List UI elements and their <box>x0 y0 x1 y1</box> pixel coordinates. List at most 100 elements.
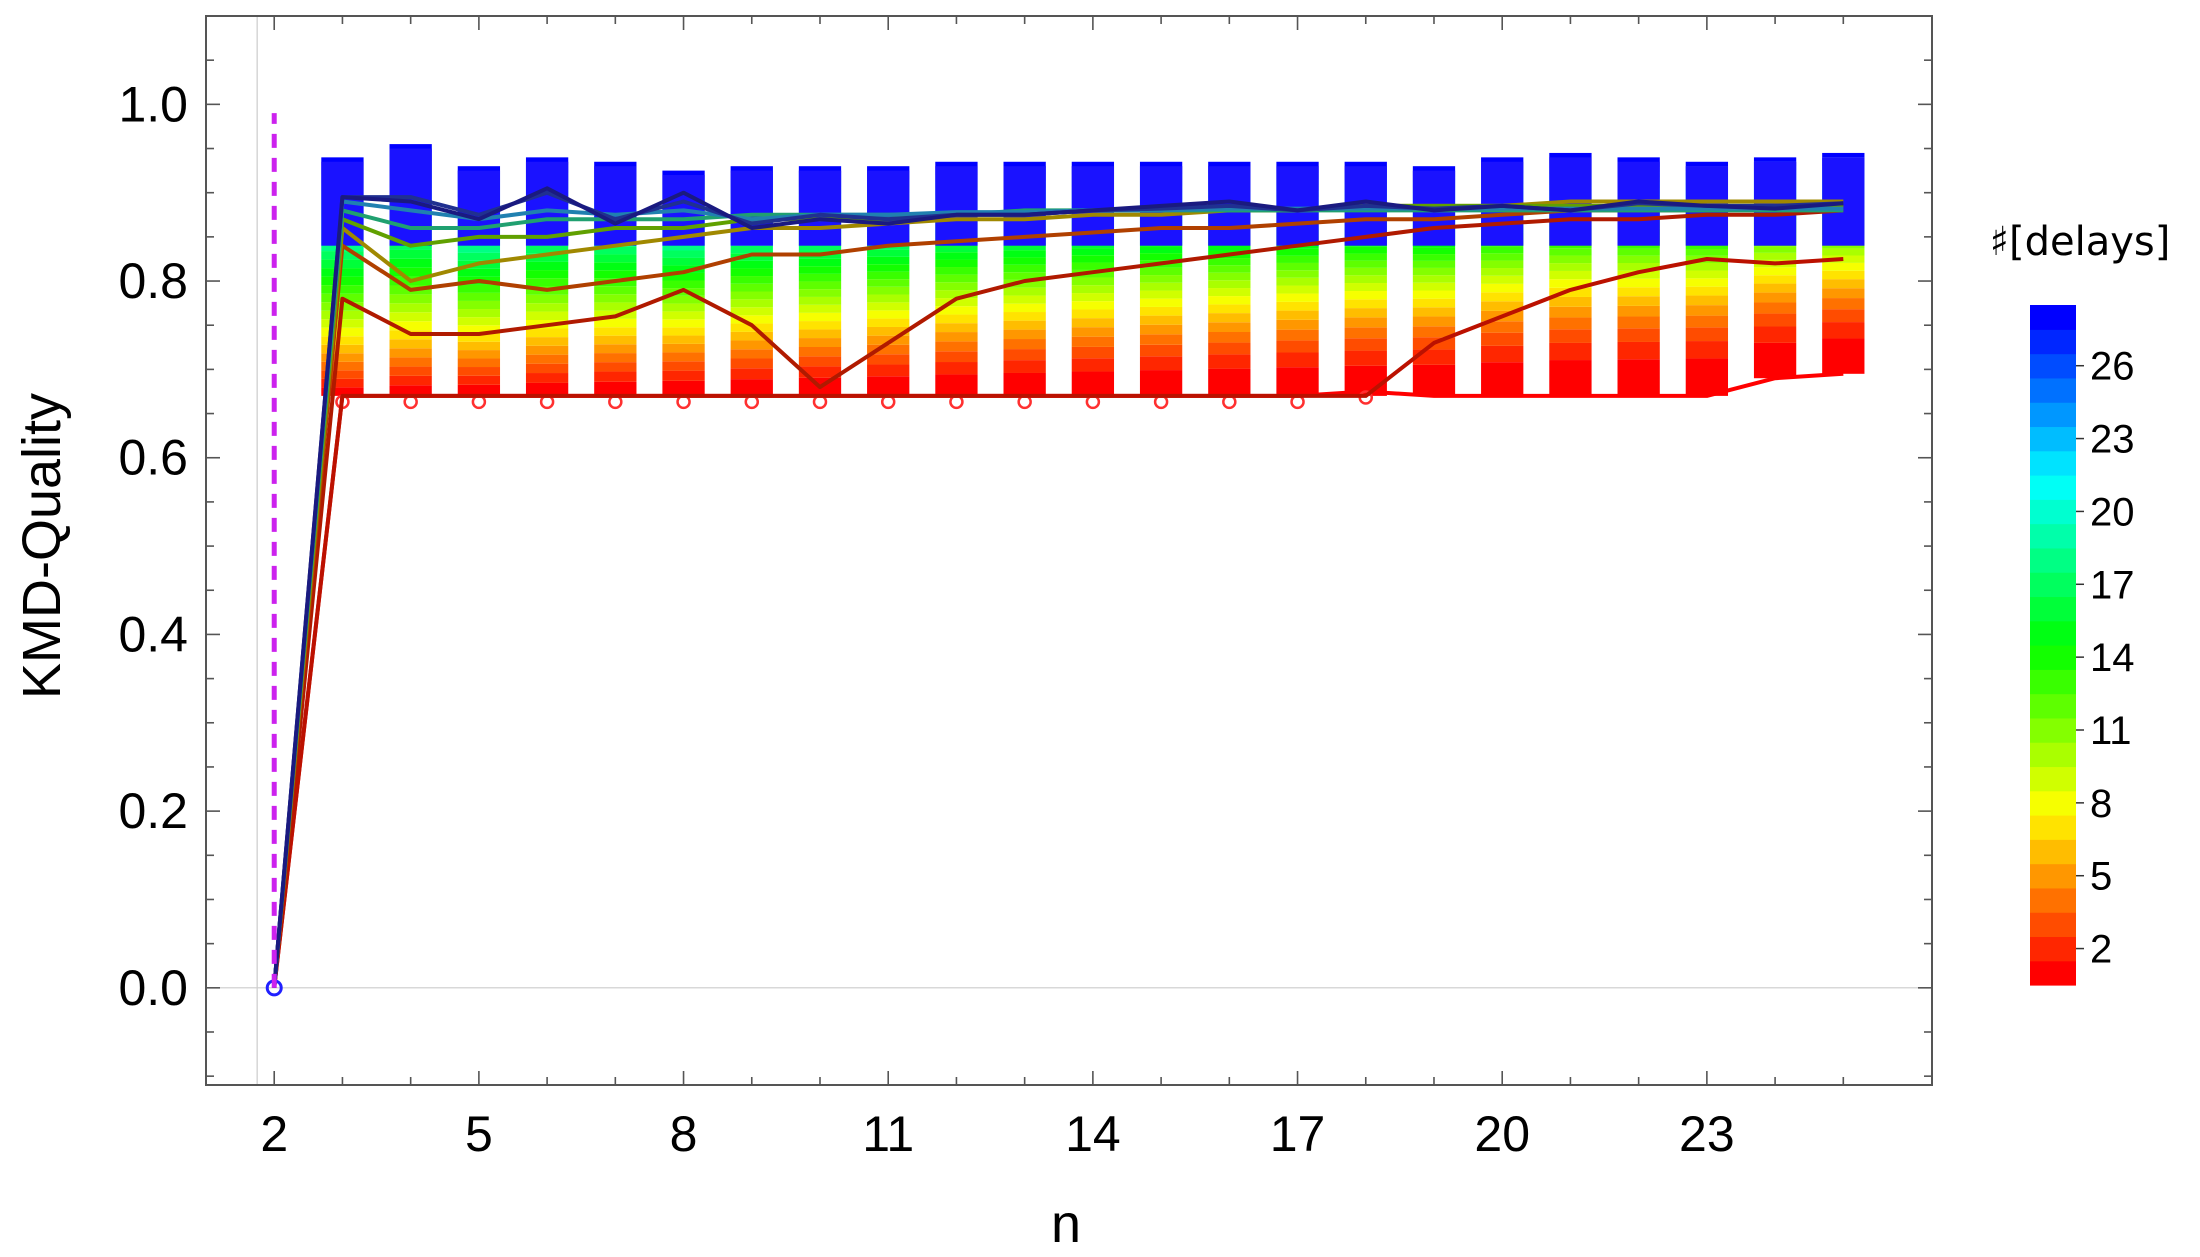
quality-bar-band <box>1003 279 1046 288</box>
quality-bar-band <box>867 354 910 365</box>
y-axis-label: KMD-Quality <box>12 393 72 699</box>
quality-bar-band <box>1276 367 1319 396</box>
quality-bar-band <box>389 357 432 367</box>
x-tick-label: 11 <box>862 1106 914 1162</box>
quality-bar-band <box>1412 254 1456 261</box>
series-line-delays-28 <box>272 186 1844 988</box>
legend-swatch <box>2030 936 2076 962</box>
series-line-delays-1 <box>272 371 1844 989</box>
quality-bar-band <box>1276 277 1319 286</box>
quality-bar-band <box>1071 262 1115 270</box>
quality-bar-band <box>1617 255 1660 264</box>
quality-bar-band <box>1003 295 1046 304</box>
quality-bar-n23 <box>1685 161 1729 396</box>
quality-bar-band <box>1276 161 1319 168</box>
quality-bar-band <box>1753 292 1797 303</box>
quality-bar-band <box>662 370 705 381</box>
quality-bar-band <box>389 375 432 386</box>
quality-bar-band <box>935 306 978 315</box>
quality-bar-n11 <box>867 166 910 396</box>
quality-bar-band <box>1003 349 1046 361</box>
quality-bar-top <box>867 170 910 246</box>
series-line-delays-8 <box>272 199 1844 988</box>
series-line-delays-20 <box>272 199 1844 988</box>
quality-bar-band <box>1753 326 1797 343</box>
quality-bar-band <box>457 317 501 326</box>
quality-bar-band <box>1412 316 1456 327</box>
quality-bar-band <box>389 303 432 313</box>
quality-bar-n10 <box>798 166 842 396</box>
quality-bar-band <box>457 309 501 318</box>
quality-bar-band <box>1549 263 1592 271</box>
quality-bar-band <box>662 319 705 328</box>
quality-bar-band <box>1276 285 1319 294</box>
quality-bar-band <box>321 336 364 345</box>
quality-bar-band <box>1685 270 1729 279</box>
legend-swatch <box>2030 475 2076 500</box>
legend-tick-label: 2 <box>2090 928 2112 972</box>
quality-bar-n12 <box>935 161 978 396</box>
quality-bar-band <box>1685 305 1729 316</box>
quality-bar-band <box>457 358 501 368</box>
quality-bar-band <box>1344 299 1387 309</box>
quality-bar-band <box>1071 358 1115 372</box>
series-line-delays-3 <box>272 208 1844 988</box>
legend-swatch <box>2030 887 2076 913</box>
quality-bar-band <box>457 300 501 310</box>
legend-swatch <box>2030 547 2076 573</box>
quality-bar-band <box>1139 356 1183 371</box>
quality-bar-n20 <box>1481 157 1524 396</box>
quality-bar-band <box>867 256 910 265</box>
quality-bar-band <box>935 314 978 324</box>
quality-bar-band <box>1344 317 1387 328</box>
quality-bar-band <box>321 387 364 396</box>
quality-bar-band <box>798 244 842 252</box>
legend-swatch <box>2030 839 2076 865</box>
quality-bar-band <box>798 281 842 290</box>
quality-bar-band <box>1139 324 1183 335</box>
x-tick-label: 20 <box>1474 1106 1530 1162</box>
quality-bar-band <box>321 157 364 166</box>
quality-bar-band <box>662 265 705 273</box>
color-legend: 2 5 8 11 14 17 20 23 26 <box>2030 305 2135 986</box>
quality-bar-band <box>1753 252 1797 260</box>
quality-bar-band <box>867 318 910 327</box>
quality-bar-band <box>935 290 978 299</box>
quality-bar-band <box>457 341 501 351</box>
quality-bar-band <box>1139 246 1183 254</box>
quality-bar-band <box>662 343 705 353</box>
quality-bar-band <box>1685 327 1729 342</box>
quality-bar-band <box>1276 270 1319 278</box>
quality-bar-band <box>457 375 501 385</box>
quality-bar-band <box>730 379 773 396</box>
quality-bar-band <box>1003 360 1046 373</box>
quality-bar-band <box>1344 350 1387 366</box>
quality-bar-band <box>525 270 569 279</box>
quality-bar-band <box>321 268 364 277</box>
quality-bar-band <box>457 325 501 334</box>
plot-frame <box>205 15 1933 1086</box>
quality-bar-band <box>1412 326 1456 338</box>
quality-bar-band <box>1071 327 1115 337</box>
quality-bar-band <box>1071 336 1115 347</box>
quality-bar-band <box>1549 270 1592 280</box>
quality-bar-band <box>798 321 842 330</box>
quality-bar-band <box>525 253 569 262</box>
quality-bar-band <box>730 315 773 324</box>
quality-bar-band <box>867 264 910 272</box>
quality-bar-band <box>1481 283 1524 293</box>
quality-bar-band <box>730 260 773 269</box>
legend-tick-label: 20 <box>2090 490 2135 534</box>
quality-bar-band <box>730 245 773 254</box>
quality-bar-band <box>1276 340 1319 353</box>
quality-bar-band <box>1071 309 1115 319</box>
quality-bar-band <box>1685 358 1729 396</box>
quality-bar-band <box>1139 253 1183 261</box>
quality-bar-band <box>389 249 432 259</box>
legend-tick-label: 17 <box>2090 563 2135 607</box>
quality-bar-n19 <box>1412 166 1456 396</box>
quality-bar-band <box>1822 279 1865 289</box>
quality-bar-band <box>1276 301 1319 311</box>
quality-bar-band <box>1822 338 1865 374</box>
quality-bar-band <box>525 294 569 304</box>
